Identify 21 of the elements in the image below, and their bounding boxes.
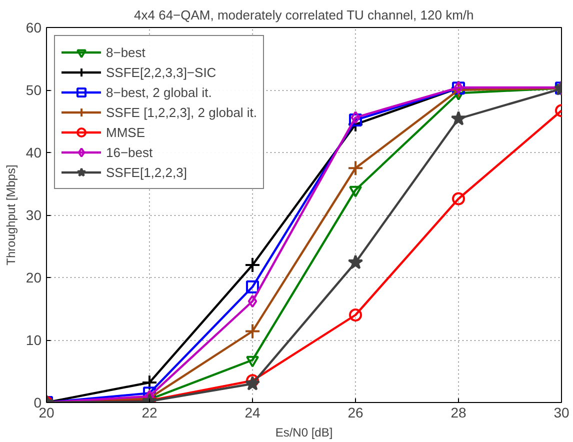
legend-label: SSFE[1,2,2,3]	[106, 164, 187, 181]
y-tick-label: 10	[26, 332, 42, 348]
legend-label: 8−best, 2 global it.	[106, 84, 212, 101]
y-tick-label: 30	[26, 207, 42, 223]
x-tick-label: 26	[348, 404, 364, 420]
legend-label: 16−best	[106, 144, 153, 161]
y-tick-label: 20	[26, 270, 42, 286]
x-tick-label: 24	[244, 404, 260, 420]
y-tick-label: 60	[26, 20, 42, 36]
y-axis-title: Throughput [Mbps]	[4, 164, 18, 266]
y-tick-label: 40	[26, 144, 42, 160]
legend-label: SSFE [1,2,2,3], 2 global it.	[106, 104, 258, 121]
y-tick-label: 50	[26, 82, 42, 98]
x-axis-title: Es/N0 [dB]	[275, 426, 333, 440]
x-tick-label: 28	[450, 404, 466, 420]
legend-label: 8−best	[106, 44, 146, 61]
x-tick-label: 22	[142, 404, 158, 420]
chart-title: 4x4 64−QAM, moderately correlated TU channel, 120 km/h	[134, 8, 474, 22]
legend-label: MMSE	[106, 124, 145, 141]
x-tick-label: 30	[554, 404, 570, 420]
legend-label: SSFE[2,2,3,3]−SIC	[106, 64, 216, 81]
